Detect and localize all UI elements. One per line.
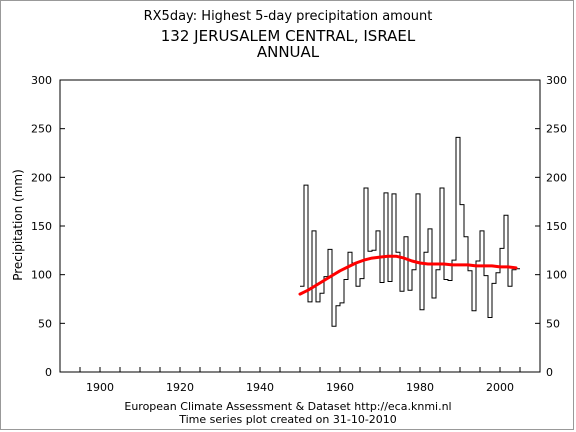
footer-created: Time series plot created on 31-10-2010 <box>179 413 397 426</box>
y-tick-label-right: 100 <box>546 269 567 282</box>
y-tick-label-left: 250 <box>31 123 52 136</box>
x-tick-label: 1920 <box>166 381 194 394</box>
series-annual-values-line <box>300 136 520 327</box>
chart-title: RX5day: Highest 5-day precipitation amou… <box>143 9 433 24</box>
plot-area <box>59 79 541 373</box>
x-tick-label: 1940 <box>246 381 274 394</box>
y-axis-label: Precipitation (mm) <box>11 169 25 281</box>
chart-subtitle: 132 JERUSALEM CENTRAL, ISRAEL <box>160 27 416 45</box>
x-tick-label: 1900 <box>86 381 114 394</box>
series-smoothed-trend-line <box>298 254 518 296</box>
y-tick-label-right: 150 <box>546 220 567 233</box>
y-tick-label-left: 150 <box>31 220 52 233</box>
y-tick-label-left: 200 <box>31 171 52 184</box>
y-tick-label-left: 0 <box>45 366 52 379</box>
chart-subtitle-period: ANNUAL <box>256 43 320 61</box>
x-tick-label: 2000 <box>486 381 514 394</box>
footer-credit: European Climate Assessment & Dataset ht… <box>124 400 452 413</box>
x-tick-label: 1980 <box>406 381 434 394</box>
y-tick-label-right: 250 <box>546 123 567 136</box>
y-tick-label-left: 100 <box>31 269 52 282</box>
y-tick-label-right: 300 <box>546 74 567 87</box>
y-tick-label-right: 0 <box>546 366 553 379</box>
x-tick-label: 1960 <box>326 381 354 394</box>
y-tick-label-left: 300 <box>31 74 52 87</box>
y-tick-label-right: 200 <box>546 171 567 184</box>
y-tick-label-left: 50 <box>38 317 52 330</box>
y-tick-label-right: 50 <box>546 317 560 330</box>
